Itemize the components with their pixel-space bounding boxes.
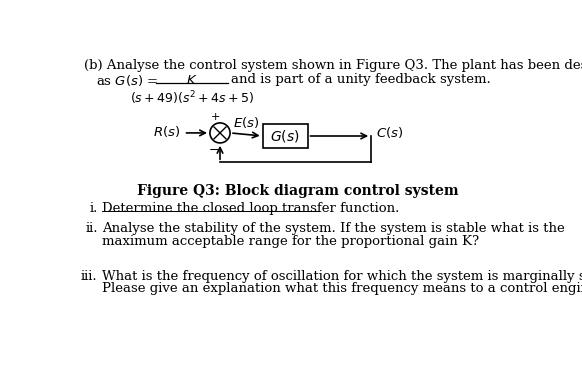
Text: $R(s)$: $R(s)$ [153,124,180,139]
Text: Determine the closed loop transfer function.: Determine the closed loop transfer funct… [102,202,400,215]
Text: Please give an explanation what this frequency means to a control engineer.: Please give an explanation what this fre… [102,282,582,295]
Text: Analyse the stability of the system. If the system is stable what is the: Analyse the stability of the system. If … [102,222,565,235]
Text: $G(s)$: $G(s)$ [270,128,300,144]
Text: $E(s)$: $E(s)$ [233,115,260,130]
Bar [262,124,307,148]
Text: $K$: $K$ [186,74,198,88]
Text: as $G(s)$ =: as $G(s)$ = [96,73,158,88]
Text: i.: i. [90,202,98,215]
Text: Figure Q3: Block diagram control system: Figure Q3: Block diagram control system [137,184,459,198]
Text: and is part of a unity feedback system.: and is part of a unity feedback system. [231,73,491,86]
Text: −: − [208,144,219,157]
Text: $C(s)$: $C(s)$ [376,125,403,140]
Text: ii.: ii. [85,222,98,235]
Text: (b) Analyse the control system shown in Figure Q3. The plant has been described: (b) Analyse the control system shown in … [84,59,582,72]
Text: iii.: iii. [80,270,97,283]
Text: +: + [211,112,220,122]
Text: $(s+49)(s^2+4s+5)$: $(s+49)(s^2+4s+5)$ [130,90,254,107]
Text: maximum acceptable range for the proportional gain K?: maximum acceptable range for the proport… [102,235,480,247]
Text: What is the frequency of oscillation for which the system is marginally stable?: What is the frequency of oscillation for… [102,270,582,283]
